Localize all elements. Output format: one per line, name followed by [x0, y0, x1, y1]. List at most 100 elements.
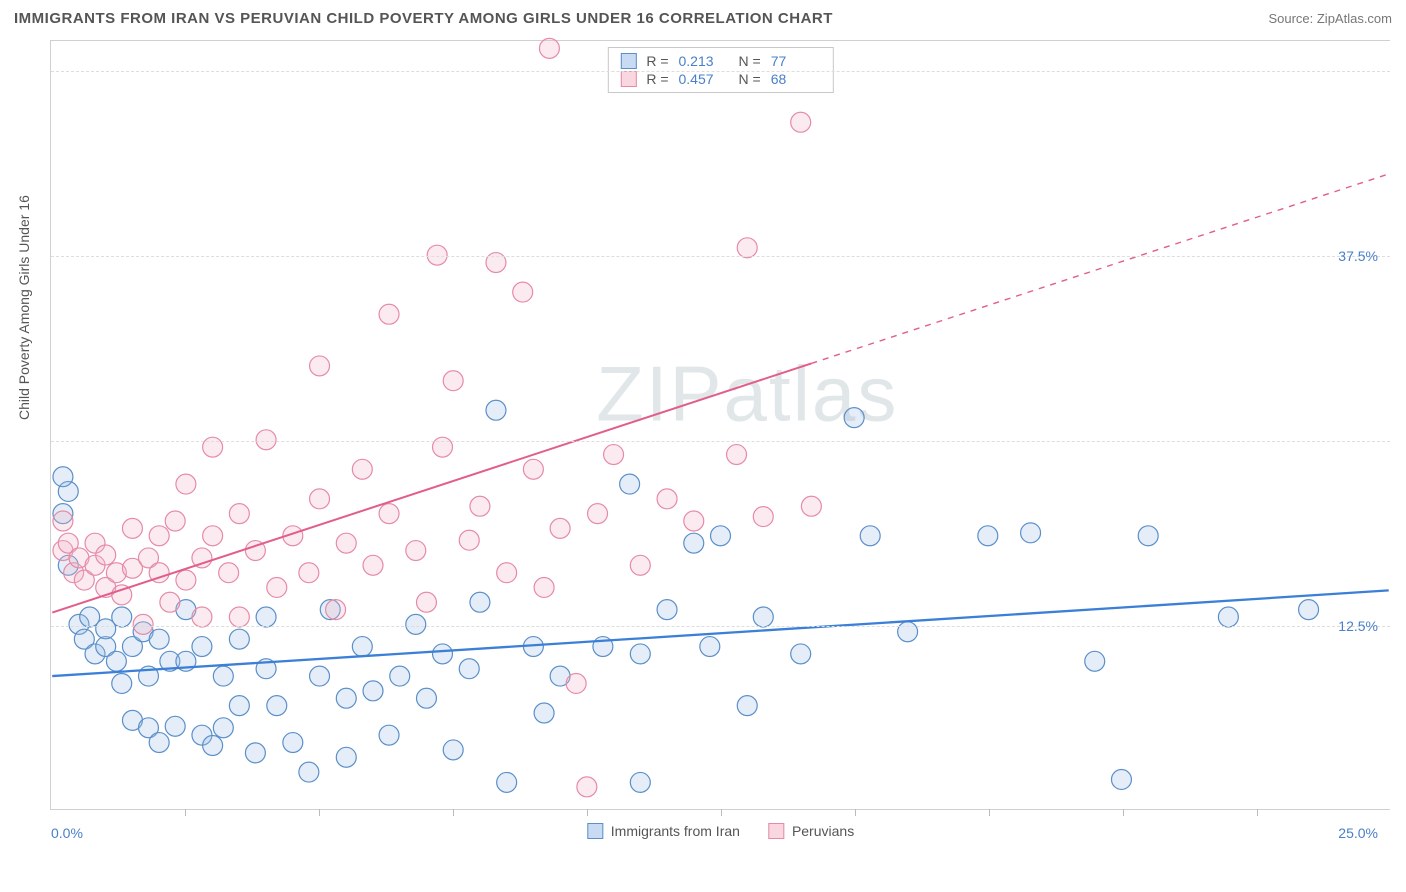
data-point-iran — [213, 666, 233, 686]
data-point-peruvians — [657, 489, 677, 509]
data-point-iran — [363, 681, 383, 701]
data-point-peruvians — [363, 555, 383, 575]
x-tick — [1123, 809, 1124, 816]
data-point-iran — [443, 740, 463, 760]
data-point-iran — [860, 526, 880, 546]
data-point-peruvians — [149, 526, 169, 546]
data-point-peruvians — [256, 430, 276, 450]
data-point-peruvians — [203, 526, 223, 546]
data-point-iran — [112, 607, 132, 627]
y-tick-label: 37.5% — [1338, 248, 1378, 264]
data-point-peruvians — [310, 356, 330, 376]
data-point-iran — [497, 772, 517, 792]
chart-header: IMMIGRANTS FROM IRAN VS PERUVIAN CHILD P… — [10, 10, 1396, 27]
data-point-iran — [245, 743, 265, 763]
x-tick — [721, 809, 722, 816]
scatter-svg — [51, 41, 1390, 809]
data-point-iran — [352, 637, 372, 657]
n-label: N = — [739, 71, 761, 87]
data-point-iran — [283, 733, 303, 753]
x-tick — [319, 809, 320, 816]
data-point-iran — [53, 467, 73, 487]
data-point-iran — [1111, 769, 1131, 789]
data-point-iran — [106, 651, 126, 671]
x-tick — [989, 809, 990, 816]
data-point-peruvians — [523, 459, 543, 479]
swatch-iran-icon — [587, 823, 603, 839]
x-tick — [453, 809, 454, 816]
data-point-peruvians — [727, 445, 747, 465]
source-value: ZipAtlas.com — [1317, 11, 1392, 26]
data-point-iran — [406, 614, 426, 634]
data-point-iran — [791, 644, 811, 664]
data-point-peruvians — [267, 577, 287, 597]
data-point-peruvians — [539, 38, 559, 58]
stats-row-peruvians: R = 0.457 N = 68 — [620, 70, 820, 88]
data-point-iran — [1138, 526, 1158, 546]
data-point-iran — [192, 637, 212, 657]
data-point-iran — [433, 644, 453, 664]
data-point-peruvians — [577, 777, 597, 797]
data-point-iran — [657, 600, 677, 620]
data-point-peruvians — [96, 545, 116, 565]
gridline — [51, 71, 1390, 72]
swatch-peruvians-icon — [768, 823, 784, 839]
data-point-iran — [470, 592, 490, 612]
data-point-peruvians — [801, 496, 821, 516]
y-axis-label: Child Poverty Among Girls Under 16 — [16, 195, 32, 420]
data-point-iran — [267, 696, 287, 716]
data-point-peruvians — [497, 563, 517, 583]
r-value-peru: 0.457 — [679, 71, 729, 87]
x-tick — [1257, 809, 1258, 816]
data-point-iran — [379, 725, 399, 745]
data-point-peruvians — [753, 507, 773, 527]
swatch-iran-icon — [620, 53, 636, 69]
data-point-iran — [203, 736, 223, 756]
data-point-peruvians — [684, 511, 704, 531]
legend-peru-label: Peruvians — [792, 823, 854, 839]
data-point-peruvians — [459, 530, 479, 550]
data-point-peruvians — [604, 445, 624, 465]
data-point-iran — [149, 733, 169, 753]
gridline — [51, 441, 1390, 442]
data-point-iran — [684, 533, 704, 553]
data-point-iran — [978, 526, 998, 546]
legend-item-iran: Immigrants from Iran — [587, 823, 740, 839]
data-point-peruvians — [336, 533, 356, 553]
data-point-iran — [299, 762, 319, 782]
data-point-iran — [112, 673, 132, 693]
x-axis-min-label: 0.0% — [51, 825, 83, 841]
data-point-iran — [753, 607, 773, 627]
stats-row-iran: R = 0.213 N = 77 — [620, 52, 820, 70]
data-point-peruvians — [470, 496, 490, 516]
data-point-iran — [1299, 600, 1319, 620]
data-point-peruvians — [192, 607, 212, 627]
data-point-iran — [630, 772, 650, 792]
n-label: N = — [739, 53, 761, 69]
data-point-iran — [630, 644, 650, 664]
n-value-peru: 68 — [771, 71, 821, 87]
x-tick — [855, 809, 856, 816]
data-point-peruvians — [406, 541, 426, 561]
data-point-iran — [336, 747, 356, 767]
data-point-iran — [149, 629, 169, 649]
data-point-peruvians — [133, 614, 153, 634]
data-point-iran — [229, 629, 249, 649]
data-point-peruvians — [310, 489, 330, 509]
r-label: R = — [646, 53, 668, 69]
data-point-iran — [700, 637, 720, 657]
chart-title: IMMIGRANTS FROM IRAN VS PERUVIAN CHILD P… — [14, 10, 833, 27]
data-point-iran — [213, 718, 233, 738]
data-point-iran — [459, 659, 479, 679]
data-point-peruvians — [588, 504, 608, 524]
legend-item-peruvians: Peruvians — [768, 823, 854, 839]
data-point-iran — [1218, 607, 1238, 627]
data-point-iran — [844, 408, 864, 428]
data-point-iran — [1021, 523, 1041, 543]
r-label: R = — [646, 71, 668, 87]
data-point-iran — [336, 688, 356, 708]
data-point-peruvians — [550, 518, 570, 538]
r-value-iran: 0.213 — [679, 53, 729, 69]
source-attribution: Source: ZipAtlas.com — [1268, 11, 1392, 26]
data-point-peruvians — [379, 504, 399, 524]
